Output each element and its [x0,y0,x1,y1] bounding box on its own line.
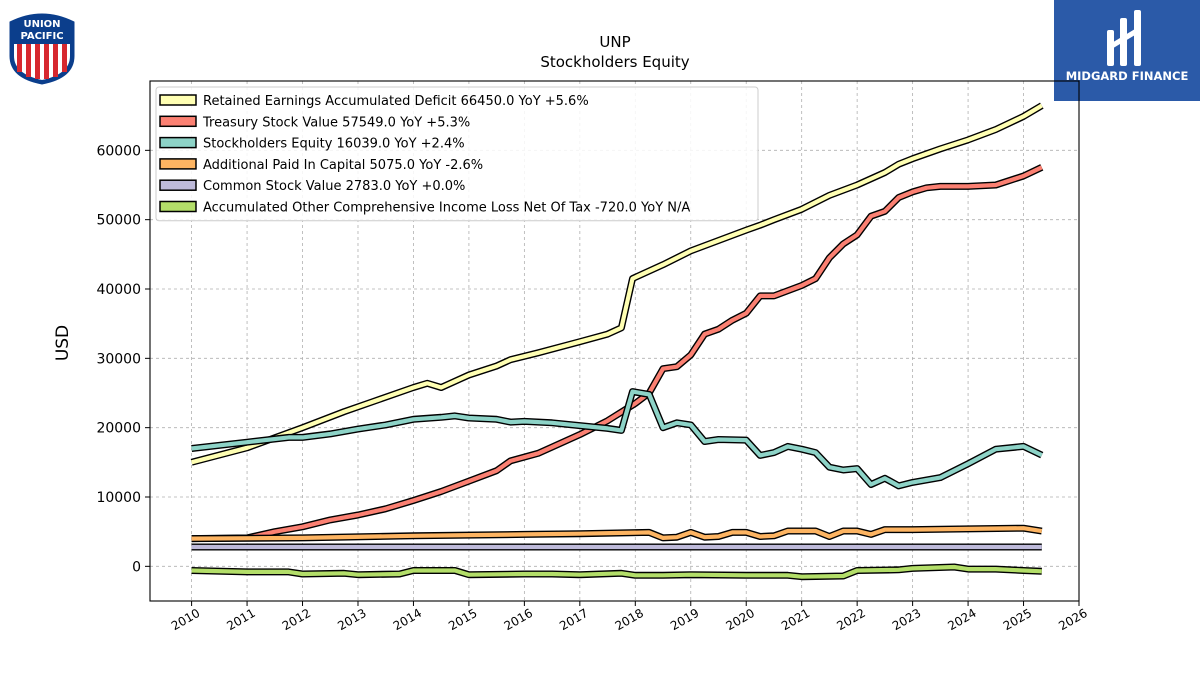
x-tick-label: 2013 [335,606,368,633]
x-tick-label: 2016 [502,606,535,633]
legend-swatch [159,115,197,128]
chart-title: UNP [599,33,630,51]
legend-entry: Stockholders Equity 16039.0 YoY +2.4% [203,137,465,152]
logo-stripes [17,44,67,79]
legend-entry: Treasury Stock Value 57549.0 YoY +5.3% [202,115,470,130]
series-line-3 [191,389,1043,488]
series-line-4 [191,526,1043,541]
y-tick-label: 0 [132,559,141,575]
x-tick-label: 2011 [224,606,257,633]
x-tick-label: 2012 [280,606,313,633]
logo-text-pacific: PACIFIC [20,31,63,42]
legend-entry: Additional Paid In Capital 5075.0 YoY -2… [203,158,483,173]
legend-entry: Retained Earnings Accumulated Deficit 66… [203,94,589,109]
x-tick-label: 2022 [834,606,867,633]
y-tick-label: 60000 [96,143,141,159]
legend-entry: Common Stock Value 2783.0 YoY +0.0% [203,179,465,194]
series-line-outline [191,388,1044,490]
plot-area: 2010 2011 2012 2013 2014 2015 2016 2017 2018 2019… [96,80,1090,633]
x-tick-label: 2025 [1001,606,1034,633]
union-pacific-logo: UNION PACIFIC [9,13,75,85]
x-tick-label: 2017 [557,606,590,633]
x-tick-label: 2010 [169,606,202,633]
y-tick-label: 50000 [96,213,141,229]
y-axis-label: USD [53,325,73,361]
series-line-2 [191,165,1043,541]
x-tick-label: 2021 [779,606,812,633]
plot-frame [149,80,1080,602]
y-tick-label: 20000 [96,421,141,437]
x-tick-label: 2020 [723,606,756,633]
x-tick-label: 2026 [1056,606,1089,633]
legend-box [155,86,759,222]
x-tick-label: 2018 [613,606,646,633]
x-tick-label: 2023 [890,606,923,633]
y-tick-label: 40000 [96,282,141,298]
legend-swatch [159,200,197,213]
x-tick-label: 2015 [446,606,479,633]
y-tick-label: 10000 [96,490,141,506]
midgard-finance-logo: MIDGARD FINANCE [1054,0,1200,101]
chart-subtitle: Stockholders Equity [540,53,689,71]
legend-swatch [159,179,197,191]
legend-swatch [159,158,197,170]
x-tick-label: 2024 [945,606,978,633]
y-tick-label: 30000 [96,351,141,367]
x-tick-label: 2014 [391,606,424,633]
midgard-mark-icon [1107,10,1141,66]
series-line-6 [191,564,1042,579]
legend-swatch [159,136,197,149]
series-line-1 [191,103,1043,465]
midgard-logo-text: MIDGARD FINANCE [1066,69,1189,83]
legend-swatch [159,94,197,106]
legend-entry: Accumulated Other Comprehensive Income L… [203,201,690,216]
x-tick-label: 2019 [668,606,701,633]
logo-text-union: UNION [23,19,60,30]
